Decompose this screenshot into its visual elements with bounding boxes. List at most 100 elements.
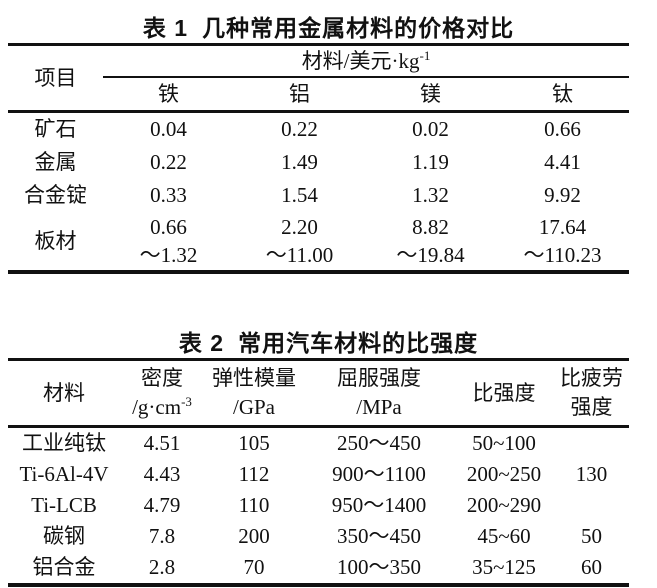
table2-cell: 4.51: [143, 431, 181, 456]
table1-cell: 0.22: [150, 150, 187, 175]
table1-row-label: 矿石: [34, 117, 77, 142]
table2-header-line1: 密度: [141, 366, 183, 390]
table1-group-header: 材料/美元·kg-1: [103, 44, 630, 78]
table2-header-line2: /GPa: [233, 395, 275, 419]
table2-cell: 45~60: [477, 524, 531, 549]
table1-cell: 1.49: [281, 150, 318, 175]
table2-header-line1: 屈服强度: [337, 366, 421, 390]
table1-range-upper: 8.82: [412, 215, 449, 239]
table2-material-label: Ti-LCB: [31, 493, 97, 518]
table1-col-header-iron: 铁: [103, 77, 234, 113]
table2-cell: 50: [581, 524, 602, 549]
table1-cell: 1.32: [412, 183, 449, 208]
table1-range-lower: ～11.00: [265, 243, 334, 267]
table2-material-label: 碳钢: [43, 524, 85, 549]
table2-material-label: 铝合金: [32, 555, 96, 580]
table1-range-upper: 0.66: [150, 215, 187, 239]
table1-row-label: 合金锭: [24, 183, 87, 208]
table1-header-group-row: 项目 材料/美元·kg-1: [8, 44, 630, 113]
table2-cell: 4.43: [143, 462, 181, 487]
table1-caption-text: 几种常用金属材料的价格对比: [202, 15, 515, 41]
table2-cell: 950～1400: [331, 493, 427, 518]
table2-row-pure-titanium: 工业纯钛 4.51 105 250～450 50~100: [8, 427, 629, 460]
table1-range-upper: 2.20: [281, 215, 318, 239]
table1-cell: 9.92: [544, 183, 581, 208]
table1-cell: 1.19: [412, 150, 449, 175]
table2-cell: 7.8: [148, 524, 176, 549]
table1-col-header-aluminum: 铝: [234, 77, 365, 113]
table2-row-ti6al4v: Ti-6Al-4V 4.43 112 900～1100 200~250 130: [8, 459, 629, 490]
table2-density-unit: /g·cm: [132, 395, 182, 419]
table1-col-header-titanium: 钛: [496, 77, 630, 113]
table1-range-lower: ～1.32: [139, 243, 198, 267]
table2-header-line2: 强度: [570, 395, 613, 419]
table2-col-header-material: 材料: [8, 359, 120, 428]
table1-metal-prices: 项目 材料/美元·kg-1 铁 铝 镁 钛 矿石 0.04 0.22 0.02 …: [8, 43, 630, 274]
table2-row-carbon-steel: 碳钢 7.8 200 350～450 45~60 50: [8, 521, 629, 552]
table1-range-cell: 17.64 ～110.23: [496, 212, 629, 272]
table1-range-cell: 2.20 ～11.00: [234, 212, 365, 272]
table2-cell: 200: [238, 524, 270, 549]
table1-corner-header: 项目: [8, 44, 103, 113]
table1-row-label: 板材: [34, 228, 77, 253]
table1-header-columns-row: 铁 铝 镁 钛: [8, 77, 630, 113]
table2-row-tilcb: Ti-LCB 4.79 110 950～1400 200~290: [8, 490, 629, 521]
table2-cell: 200~290: [466, 493, 542, 518]
table2-cell: 200~250: [466, 462, 542, 487]
table1-cell: 1.54: [281, 183, 318, 208]
table2-cell: 130: [575, 462, 608, 487]
table1-caption-label: 表 1: [142, 15, 189, 41]
table2-cell: 350～450: [337, 524, 421, 549]
table2-header-row: 材料 密度 /g·cm-3 弹性模量 /GPa 屈服强度 /MPa 比强度 比疲…: [8, 359, 629, 428]
table2-header-line2: /g·cm-3: [120, 393, 204, 422]
table2-cell: 50~100: [472, 431, 536, 456]
table2-cell: 2.8: [148, 555, 176, 580]
table1-range-lower: ～19.84: [396, 243, 465, 267]
table2-cell: 110: [238, 493, 270, 518]
table1-row-metal: 金属 0.22 1.49 1.19 4.41: [8, 146, 629, 179]
table2-cell: 100～350: [337, 555, 421, 580]
table2-cell: 70: [243, 555, 265, 580]
table1-row-alloy-ingot: 合金锭 0.33 1.54 1.32 9.92: [8, 179, 629, 212]
table2-cell: 900～1100: [332, 462, 426, 487]
table1-cell: 0.02: [412, 117, 449, 142]
table2-specific-strength: 材料 密度 /g·cm-3 弹性模量 /GPa 屈服强度 /MPa 比强度 比疲…: [8, 358, 629, 587]
table1-group-header-superscript: -1: [419, 47, 431, 63]
table1-row-plate: 板材 0.66 ～1.32 2.20 ～11.00 8.82 ～19.84 17…: [8, 212, 629, 272]
table2-cell: 4.79: [143, 493, 181, 518]
table2-col-header-yield-strength: 屈服强度 /MPa: [304, 359, 454, 428]
table2-cell: [554, 490, 629, 521]
table1-cell: 0.66: [544, 117, 581, 142]
table1-cell: 0.22: [281, 117, 318, 142]
table2-col-header-density: 密度 /g·cm-3: [120, 359, 204, 428]
table2-caption: 表 2 常用汽车材料的比强度: [0, 324, 657, 358]
table1-range-upper: 17.64: [538, 215, 587, 239]
table2-row-aluminum-alloy: 铝合金 2.8 70 100～350 35~125 60: [8, 552, 629, 585]
table1-range-lower: ～110.23: [523, 243, 602, 267]
table2-cell: 112: [238, 462, 270, 487]
table2-header-line2: /MPa: [356, 395, 402, 419]
table2-cell: 105: [238, 431, 270, 456]
table1-col-header-magnesium: 镁: [365, 77, 496, 113]
table1-caption: 表 1 几种常用金属材料的价格对比: [0, 0, 657, 43]
table1-range-cell: 0.66 ～1.32: [103, 212, 234, 272]
table2-material-label: 工业纯钛: [22, 431, 106, 456]
table2-col-header-fatigue-strength: 比疲劳 强度: [554, 359, 629, 428]
table1-group-header-text: 材料/美元·kg: [301, 48, 420, 73]
table2-cell: 60: [581, 555, 602, 580]
table1-cell: 0.33: [150, 183, 187, 208]
table1-row-ore: 矿石 0.04 0.22 0.02 0.66: [8, 112, 629, 147]
table1-cell: 0.04: [150, 117, 187, 142]
table2-material-label: Ti-6Al-4V: [19, 462, 109, 487]
table2-caption-text: 常用汽车材料的比强度: [238, 330, 479, 356]
table2-cell: 35~125: [472, 555, 536, 580]
table1-row-label: 金属: [34, 150, 77, 175]
table2-density-superscript: -3: [181, 394, 192, 409]
table2-cell: [554, 427, 629, 460]
table1-range-cell: 8.82 ～19.84: [365, 212, 496, 272]
table2-col-header-specific-strength: 比强度: [454, 359, 554, 428]
table1-cell: 4.41: [544, 150, 581, 175]
table2-header-line1: 弹性模量: [212, 366, 296, 390]
table2-header-line1: 比疲劳: [560, 366, 623, 390]
table2-caption-label: 表 2: [178, 330, 225, 356]
